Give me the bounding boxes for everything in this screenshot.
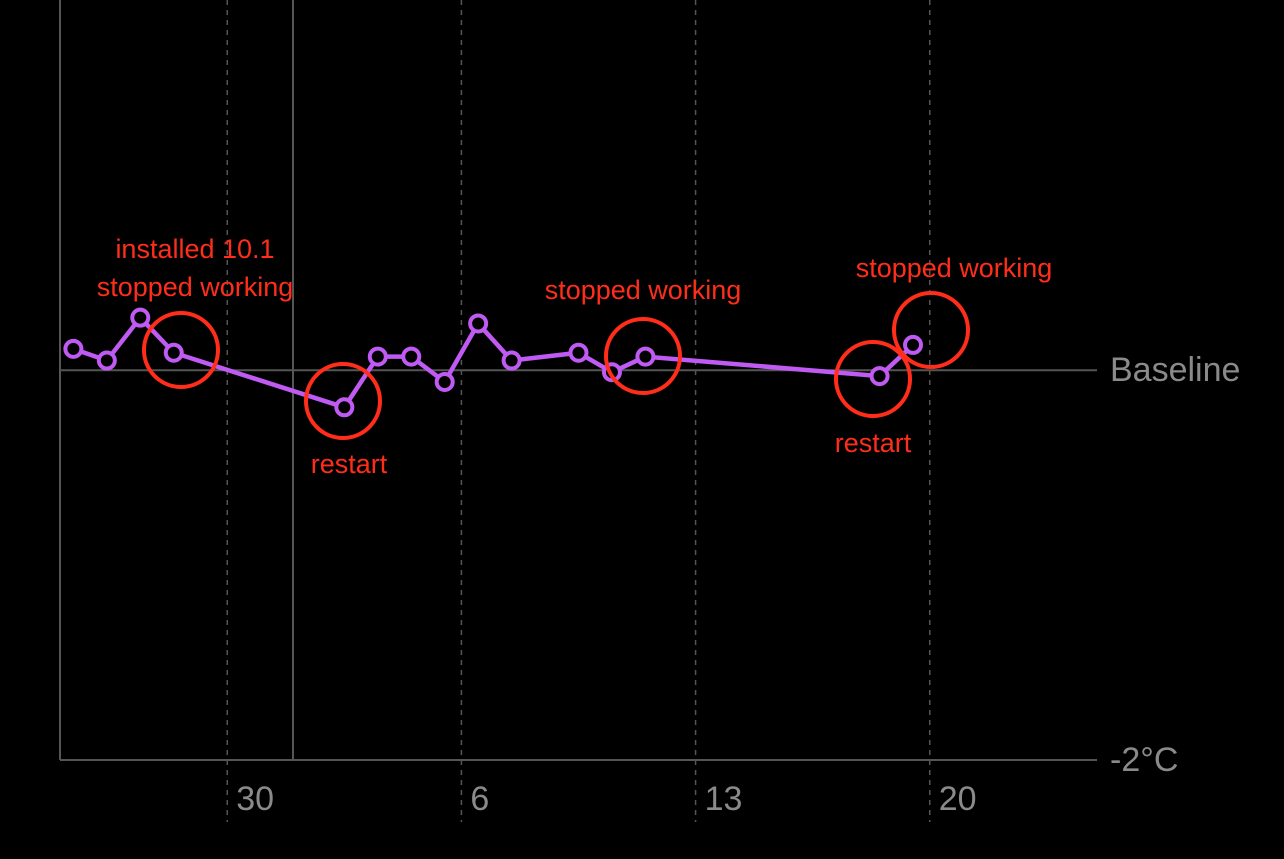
data-point [63, 338, 84, 359]
annotation-circle [142, 311, 220, 389]
data-point [501, 350, 522, 371]
data-point [468, 313, 489, 334]
annotation-text: stopped working [856, 253, 1053, 283]
data-point [401, 346, 422, 367]
data-point [367, 346, 388, 367]
data-point [903, 334, 924, 355]
annotation-circle [604, 317, 682, 395]
annotation-circle [892, 291, 970, 369]
annotation-text: installed 10.1 [115, 234, 274, 264]
annotation-text: restart [835, 428, 912, 458]
x-tick-label: 13 [705, 780, 743, 818]
data-point [635, 346, 656, 367]
annotation-circle [304, 362, 382, 440]
annotation-text: restart [311, 449, 388, 479]
data-point [163, 342, 184, 363]
data-point [869, 366, 890, 387]
x-tick-label: 30 [236, 780, 274, 818]
x-tick-label: 20 [939, 780, 977, 818]
x-tick-label: 6 [470, 780, 489, 818]
annotation-text: stopped working [97, 272, 294, 302]
data-point [96, 350, 117, 371]
annotation-text: stopped working [545, 275, 742, 305]
y-tick-label: Baseline [1110, 351, 1240, 389]
annotation-circle [834, 340, 912, 418]
data-line [72, 314, 915, 410]
data-point [334, 397, 355, 418]
data-point [130, 307, 151, 328]
data-point [434, 371, 455, 392]
data-point [568, 342, 589, 363]
y-tick-label: -2°C [1110, 741, 1178, 779]
